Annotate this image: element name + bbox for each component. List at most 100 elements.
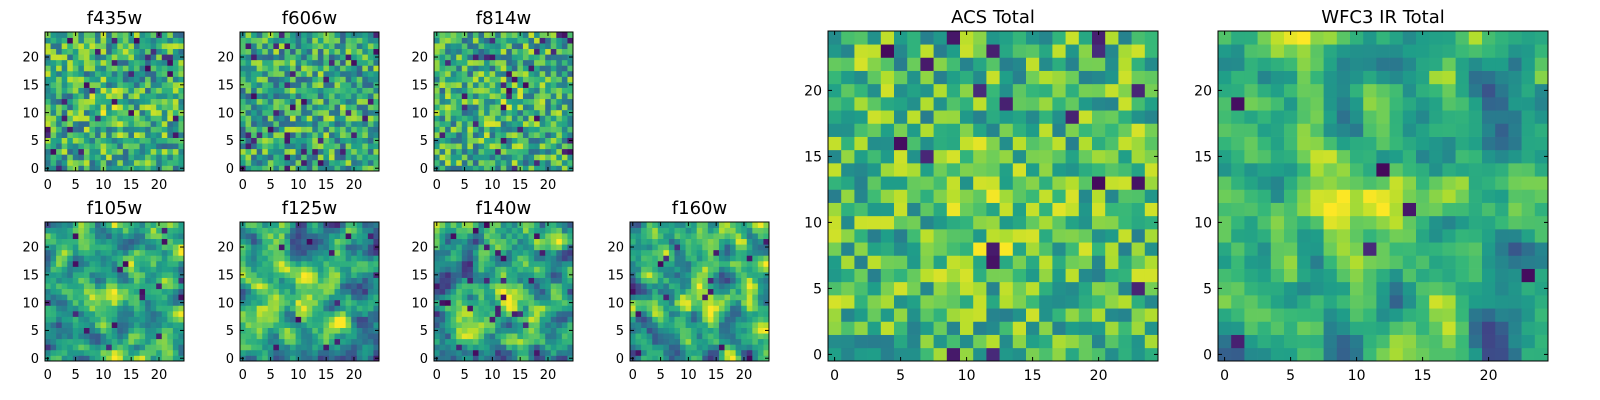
heatmap-cell [646,305,653,312]
heatmap-cell [156,333,163,340]
heatmap-cell [702,249,709,256]
heatmap-cell [752,299,759,306]
heatmap-cell [301,70,308,77]
heatmap-cell [472,104,479,111]
heatmap-cell [256,43,263,50]
heatmap-cell [312,43,319,50]
heatmap-cell [178,154,185,161]
heatmap-cell [178,338,185,345]
heatmap-cell [167,327,174,334]
heatmap-cell [323,260,330,267]
heatmap-cell [150,338,157,345]
heatmap-cell [367,165,374,172]
heatmap-cell [373,349,380,356]
heatmap-cell [312,338,319,345]
heatmap-cell [290,37,296,44]
heatmap-cell [752,305,759,312]
heatmap-cell [328,266,335,273]
heatmap-cell [156,255,163,262]
heatmap-cell [467,283,474,290]
heatmap-cell [61,120,68,127]
heatmap-cell [356,70,363,77]
heatmap-cell [1065,242,1080,256]
heatmap-cell [495,137,502,144]
heatmap-cell [72,104,79,111]
heatmap-cell [317,137,324,144]
heatmap-cell [301,32,308,38]
heatmap-cell [757,305,764,312]
heatmap-cell [960,176,974,190]
heatmap-cell [78,82,85,88]
heatmap-cell [306,54,313,61]
heatmap-cell [323,104,330,111]
heatmap-cell [484,87,490,94]
heatmap-cell [95,48,101,55]
heatmap-cell [273,126,280,133]
heatmap-cell [301,294,308,301]
heatmap-cell [351,338,358,345]
heatmap-cell [328,238,335,245]
heatmap-cell [301,310,308,317]
heatmap-cell [746,288,753,295]
heatmap-cell [56,120,63,127]
heatmap-cell [323,43,330,50]
heatmap-cell [854,176,868,190]
heatmap-cell [506,249,513,256]
heatmap-cell [351,137,358,144]
heatmap-cell [752,283,759,290]
heatmap-cell [83,65,90,72]
heatmap-cell [106,98,113,105]
heatmap-cell [373,132,380,138]
heatmap-cell [456,266,463,273]
heatmap-cell [50,322,57,328]
heatmap-cell [472,260,479,267]
heatmap-cell [111,54,118,61]
heatmap-cell [56,305,63,312]
heatmap-cell [539,59,546,66]
heatmap-cell [445,154,452,161]
heatmap-cell [67,120,74,127]
heatmap-cell [78,87,85,94]
heatmap-cell [730,355,736,362]
heatmap-cell [67,255,74,262]
heatmap-cell [880,202,895,217]
heatmap-cell [139,165,146,172]
heatmap-cell [373,277,380,284]
heatmap-cell [323,338,330,345]
heatmap-cell [506,93,513,100]
heatmap-cell [735,238,742,245]
heatmap-cell [828,268,842,283]
heatmap-cell [106,59,113,66]
heatmap-cell [545,109,552,116]
heatmap-cell [646,294,653,301]
heatmap-cell [273,222,280,228]
heatmap-cell [841,163,855,177]
heatmap-cell [50,316,57,323]
heatmap-cell [696,227,703,234]
heatmap-cell [567,294,574,301]
heatmap-cell [172,98,179,105]
heatmap-cell [251,126,258,133]
heatmap-cell [256,294,263,301]
heatmap-cell [713,255,720,262]
heatmap-cell [373,120,380,127]
heatmap-cell [117,294,124,301]
panel-title: f105w [87,198,142,219]
heatmap-cell [472,333,479,340]
heatmap-cell [489,327,496,334]
heatmap-cell [172,65,179,72]
heatmap-cell [763,222,770,228]
heatmap-cell [894,202,908,217]
heatmap-cell [50,82,57,88]
heatmap-cell [306,159,313,166]
heatmap-cell [445,299,452,306]
heatmap-cell [317,233,324,240]
heatmap-cell [652,233,659,240]
heatmap-cell [434,288,440,295]
heatmap-cell [340,299,346,306]
heatmap-cell [456,37,463,44]
heatmap-cell [556,272,563,278]
heatmap-cell [362,159,369,166]
heatmap-cell [467,159,474,166]
heatmap-cell [986,242,1000,256]
